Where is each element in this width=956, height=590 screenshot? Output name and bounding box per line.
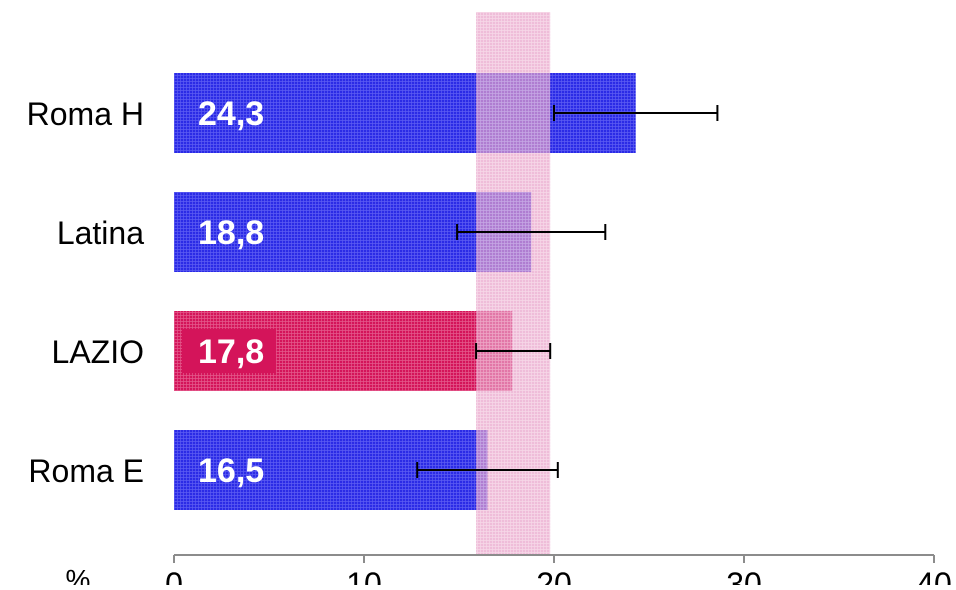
- category-label: Roma E: [28, 453, 144, 489]
- error-bar: [475, 343, 552, 359]
- value-label: 16,5: [198, 452, 264, 490]
- error-bar: [456, 224, 607, 240]
- value-label-background: [182, 329, 276, 373]
- x-tick-label: 10: [346, 566, 382, 585]
- error-bar: [553, 105, 719, 121]
- x-axis-label: %: [66, 564, 91, 585]
- category-label: Latina: [57, 215, 144, 251]
- x-tick-label: 0: [165, 566, 183, 585]
- x-tick-label: 30: [726, 566, 762, 585]
- value-label: 24,3: [198, 95, 264, 133]
- x-tick-label: 20: [536, 566, 572, 585]
- error-bar: [416, 462, 559, 478]
- value-label: 18,8: [198, 214, 264, 252]
- x-tick-label: 40: [916, 566, 952, 585]
- reference-band: [476, 12, 551, 555]
- category-label: Roma H: [27, 96, 144, 132]
- category-label: LAZIO: [52, 334, 144, 370]
- value-label: 17,8: [198, 333, 264, 371]
